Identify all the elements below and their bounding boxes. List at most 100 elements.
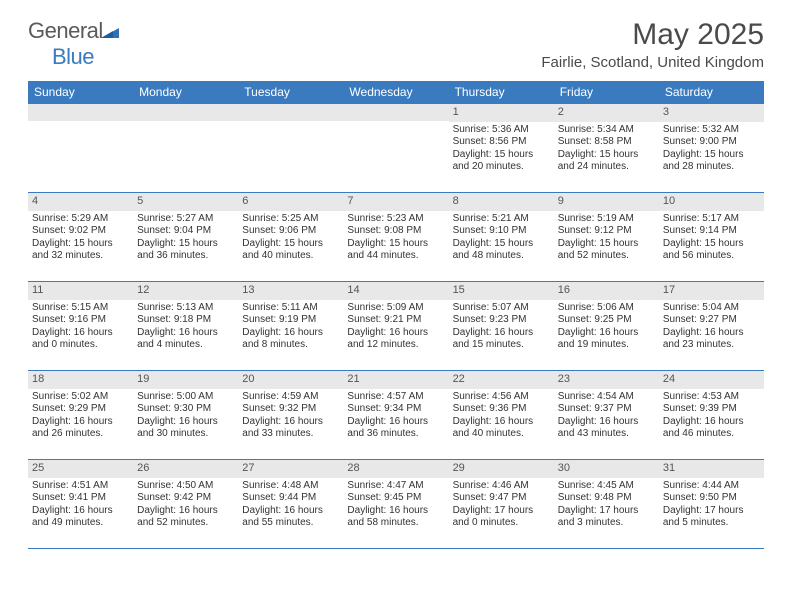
- day-header-sun: Sunday: [28, 81, 133, 104]
- sunrise-text: Sunrise: 5:02 AM: [28, 391, 133, 404]
- sunrise-text: Sunrise: 4:53 AM: [659, 391, 764, 404]
- week-row: 25Sunrise: 4:51 AMSunset: 9:41 PMDayligh…: [28, 460, 764, 549]
- day-cell: 10Sunrise: 5:17 AMSunset: 9:14 PMDayligh…: [659, 193, 764, 281]
- daylight-text: Daylight: 16 hours and 30 minutes.: [133, 416, 238, 441]
- day-number: 18: [28, 371, 133, 389]
- day-header-tue: Tuesday: [238, 81, 343, 104]
- day-number: [238, 104, 343, 121]
- sunset-text: Sunset: 9:16 PM: [28, 314, 133, 327]
- sunset-text: Sunset: 9:06 PM: [238, 225, 343, 238]
- sunrise-text: Sunrise: 5:27 AM: [133, 213, 238, 226]
- day-number: 2: [554, 104, 659, 122]
- daylight-text: Daylight: 16 hours and 40 minutes.: [449, 416, 554, 441]
- sunset-text: Sunset: 9:30 PM: [133, 403, 238, 416]
- day-cell: 5Sunrise: 5:27 AMSunset: 9:04 PMDaylight…: [133, 193, 238, 281]
- daylight-text: Daylight: 15 hours and 44 minutes.: [343, 238, 448, 263]
- sunset-text: Sunset: 9:29 PM: [28, 403, 133, 416]
- day-cell: 12Sunrise: 5:13 AMSunset: 9:18 PMDayligh…: [133, 282, 238, 370]
- day-cell: 28Sunrise: 4:47 AMSunset: 9:45 PMDayligh…: [343, 460, 448, 548]
- day-cell: 23Sunrise: 4:54 AMSunset: 9:37 PMDayligh…: [554, 371, 659, 459]
- day-cell: 19Sunrise: 5:00 AMSunset: 9:30 PMDayligh…: [133, 371, 238, 459]
- sunset-text: Sunset: 9:42 PM: [133, 492, 238, 505]
- day-number: 14: [343, 282, 448, 300]
- sunrise-text: Sunrise: 5:13 AM: [133, 302, 238, 315]
- week-row: 1Sunrise: 5:36 AMSunset: 8:56 PMDaylight…: [28, 104, 764, 193]
- sunrise-text: Sunrise: 4:54 AM: [554, 391, 659, 404]
- day-header-wed: Wednesday: [343, 81, 448, 104]
- day-cell: 4Sunrise: 5:29 AMSunset: 9:02 PMDaylight…: [28, 193, 133, 281]
- day-cell: 6Sunrise: 5:25 AMSunset: 9:06 PMDaylight…: [238, 193, 343, 281]
- calendar: Sunday Monday Tuesday Wednesday Thursday…: [28, 81, 764, 549]
- day-number: 7: [343, 193, 448, 211]
- sunset-text: Sunset: 9:02 PM: [28, 225, 133, 238]
- day-number: 31: [659, 460, 764, 478]
- header: GeneralBlue May 2025 Fairlie, Scotland, …: [0, 0, 792, 75]
- daylight-text: Daylight: 15 hours and 56 minutes.: [659, 238, 764, 263]
- day-cell: [133, 104, 238, 192]
- sunset-text: Sunset: 9:47 PM: [449, 492, 554, 505]
- sunset-text: Sunset: 9:34 PM: [343, 403, 448, 416]
- sunrise-text: Sunrise: 5:19 AM: [554, 213, 659, 226]
- day-cell: 9Sunrise: 5:19 AMSunset: 9:12 PMDaylight…: [554, 193, 659, 281]
- logo-word-general: General: [28, 18, 103, 43]
- day-number: 4: [28, 193, 133, 211]
- day-number: [133, 104, 238, 121]
- day-cell: [238, 104, 343, 192]
- sunset-text: Sunset: 9:14 PM: [659, 225, 764, 238]
- sunrise-text: Sunrise: 4:51 AM: [28, 480, 133, 493]
- day-cell: [343, 104, 448, 192]
- day-number: 28: [343, 460, 448, 478]
- day-number: 30: [554, 460, 659, 478]
- logo-text: GeneralBlue: [28, 18, 119, 70]
- day-cell: 18Sunrise: 5:02 AMSunset: 9:29 PMDayligh…: [28, 371, 133, 459]
- daylight-text: Daylight: 16 hours and 15 minutes.: [449, 327, 554, 352]
- sunrise-text: Sunrise: 5:07 AM: [449, 302, 554, 315]
- sunset-text: Sunset: 9:10 PM: [449, 225, 554, 238]
- daylight-text: Daylight: 16 hours and 0 minutes.: [28, 327, 133, 352]
- location-text: Fairlie, Scotland, United Kingdom: [541, 54, 764, 71]
- daylight-text: Daylight: 16 hours and 36 minutes.: [343, 416, 448, 441]
- month-title: May 2025: [541, 18, 764, 52]
- sunset-text: Sunset: 9:18 PM: [133, 314, 238, 327]
- daylight-text: Daylight: 16 hours and 19 minutes.: [554, 327, 659, 352]
- day-number: 3: [659, 104, 764, 122]
- sunset-text: Sunset: 9:25 PM: [554, 314, 659, 327]
- sunset-text: Sunset: 9:50 PM: [659, 492, 764, 505]
- week-row: 4Sunrise: 5:29 AMSunset: 9:02 PMDaylight…: [28, 193, 764, 282]
- daylight-text: Daylight: 15 hours and 32 minutes.: [28, 238, 133, 263]
- day-number: 1: [449, 104, 554, 122]
- day-number: 10: [659, 193, 764, 211]
- day-cell: 2Sunrise: 5:34 AMSunset: 8:58 PMDaylight…: [554, 104, 659, 192]
- daylight-text: Daylight: 16 hours and 58 minutes.: [343, 505, 448, 530]
- day-cell: 17Sunrise: 5:04 AMSunset: 9:27 PMDayligh…: [659, 282, 764, 370]
- daylight-text: Daylight: 15 hours and 36 minutes.: [133, 238, 238, 263]
- day-number: 22: [449, 371, 554, 389]
- day-number: 24: [659, 371, 764, 389]
- day-number: [28, 104, 133, 121]
- day-cell: [28, 104, 133, 192]
- day-cell: 15Sunrise: 5:07 AMSunset: 9:23 PMDayligh…: [449, 282, 554, 370]
- day-cell: 25Sunrise: 4:51 AMSunset: 9:41 PMDayligh…: [28, 460, 133, 548]
- sunset-text: Sunset: 9:36 PM: [449, 403, 554, 416]
- sunrise-text: Sunrise: 4:45 AM: [554, 480, 659, 493]
- sunrise-text: Sunrise: 5:25 AM: [238, 213, 343, 226]
- daylight-text: Daylight: 16 hours and 33 minutes.: [238, 416, 343, 441]
- sunset-text: Sunset: 9:32 PM: [238, 403, 343, 416]
- day-cell: 27Sunrise: 4:48 AMSunset: 9:44 PMDayligh…: [238, 460, 343, 548]
- day-number: 6: [238, 193, 343, 211]
- logo-word-blue: Blue: [52, 44, 94, 69]
- day-header-row: Sunday Monday Tuesday Wednesday Thursday…: [28, 81, 764, 104]
- day-cell: 26Sunrise: 4:50 AMSunset: 9:42 PMDayligh…: [133, 460, 238, 548]
- day-header-thu: Thursday: [449, 81, 554, 104]
- day-header-mon: Monday: [133, 81, 238, 104]
- daylight-text: Daylight: 15 hours and 48 minutes.: [449, 238, 554, 263]
- sunrise-text: Sunrise: 5:34 AM: [554, 124, 659, 137]
- daylight-text: Daylight: 16 hours and 46 minutes.: [659, 416, 764, 441]
- sunrise-text: Sunrise: 5:23 AM: [343, 213, 448, 226]
- day-number: 8: [449, 193, 554, 211]
- day-cell: 16Sunrise: 5:06 AMSunset: 9:25 PMDayligh…: [554, 282, 659, 370]
- week-row: 18Sunrise: 5:02 AMSunset: 9:29 PMDayligh…: [28, 371, 764, 460]
- day-cell: 20Sunrise: 4:59 AMSunset: 9:32 PMDayligh…: [238, 371, 343, 459]
- title-block: May 2025 Fairlie, Scotland, United Kingd…: [541, 18, 764, 71]
- daylight-text: Daylight: 15 hours and 20 minutes.: [449, 149, 554, 174]
